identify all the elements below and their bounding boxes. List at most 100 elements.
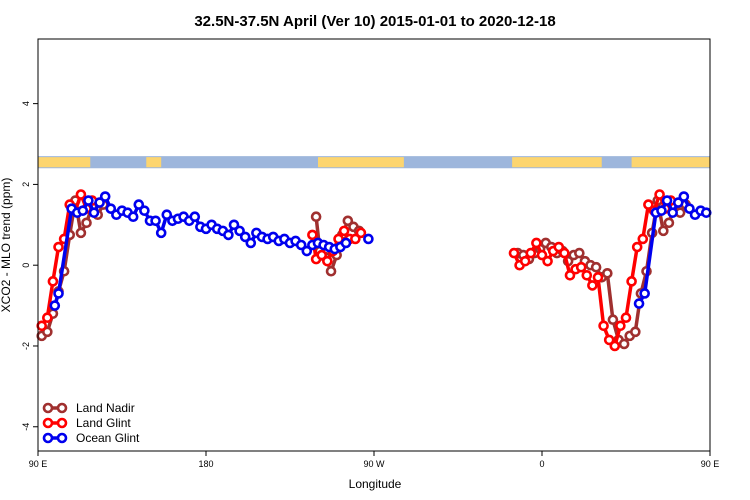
x-tick-label: 90 E (701, 459, 720, 469)
data-point-ocean-glint (228, 219, 240, 231)
data-point-ocean-glint (678, 191, 690, 202)
plot-frame (37, 38, 711, 452)
data-point-land-glint (620, 312, 632, 324)
y-axis-ticks: -4 -2 0 2 4 (21, 101, 38, 431)
data-point-ocean-glint (633, 298, 645, 309)
data-point-ocean-glint (672, 197, 684, 208)
data-point-land-glint (603, 334, 615, 346)
data-point-land-glint (587, 280, 598, 291)
data-point-land-glint (542, 255, 553, 267)
data-point-ocean-glint (161, 209, 173, 221)
legend-label: Land Nadir (76, 401, 135, 415)
data-point-ocean-glint (49, 300, 61, 311)
land-band-segment (512, 157, 602, 168)
data-point-land-nadir (81, 217, 92, 229)
legend-swatch-marker (42, 402, 54, 414)
data-point-land-glint (47, 276, 59, 287)
data-point-land-nadir (607, 314, 619, 326)
data-point-ocean-glint (99, 191, 111, 202)
legend-item-ocean-glint: Ocean Glint (42, 431, 140, 445)
legend-swatch-marker (56, 402, 68, 414)
data-point-land-glint (631, 241, 643, 253)
data-point-land-nadir (663, 217, 675, 229)
x-tick-label: 90 E (29, 459, 48, 469)
data-point-land-glint (575, 261, 587, 273)
data-point-ocean-glint (667, 207, 678, 218)
data-point-land-glint (592, 272, 604, 283)
data-point-land-nadir (618, 338, 630, 350)
y-tick-label: 2 (21, 182, 31, 187)
data-point-land-glint (307, 229, 318, 241)
data-point-land-glint (559, 247, 570, 259)
legend-swatch-marker (56, 432, 68, 444)
data-point-land-glint (338, 225, 350, 237)
data-point-land-glint (519, 255, 531, 267)
data-point-ocean-glint (155, 227, 167, 239)
data-point-ocean-glint (661, 195, 673, 206)
data-point-land-glint (316, 249, 328, 261)
data-point-land-glint (42, 312, 53, 324)
data-point-ocean-glint (139, 205, 150, 216)
data-point-land-glint (598, 320, 609, 332)
data-point-land-glint (322, 255, 333, 267)
legend-label: Land Glint (76, 416, 131, 430)
data-point-ocean-glint (150, 215, 161, 227)
data-point-land-glint (350, 233, 361, 245)
x-tick-label: 0 (539, 459, 544, 469)
data-point-ocean-glint (295, 239, 307, 251)
data-point-ocean-glint (133, 199, 145, 210)
data-point-land-glint (581, 269, 593, 281)
data-point-ocean-glint (53, 288, 64, 299)
data-point-land-nadir (590, 261, 602, 273)
land-band-segment (631, 157, 710, 168)
data-point-ocean-glint (189, 211, 201, 223)
data-point-ocean-glint (656, 205, 667, 216)
data-point-land-glint (75, 189, 87, 200)
data-point-land-glint (508, 247, 520, 259)
legend-swatch-marker (42, 417, 54, 429)
chart-title: 32.5N-37.5N April (Ver 10) 2015-01-01 to… (194, 13, 555, 30)
data-point-land-nadir (310, 211, 322, 223)
data-point-ocean-glint (639, 288, 650, 299)
data-point-land-glint (609, 340, 621, 352)
data-point-land-glint (654, 189, 665, 200)
series-ocean-glint (49, 191, 712, 311)
data-point-ocean-glint (684, 203, 695, 214)
data-point-land-nadir (630, 326, 641, 338)
data-point-land-glint (355, 227, 367, 239)
data-point-ocean-glint (363, 233, 374, 245)
land-band-segment (146, 157, 162, 168)
land-band-segment (38, 157, 91, 168)
x-tick-label: 180 (198, 459, 213, 469)
legend-label: Ocean Glint (76, 431, 140, 445)
legend-swatch-marker (42, 432, 54, 444)
data-point-land-glint (53, 241, 64, 253)
data-point-ocean-glint (83, 195, 94, 206)
data-point-ocean-glint (88, 207, 100, 218)
y-tick-label: 0 (21, 263, 31, 268)
data-point-ocean-glint (127, 211, 139, 223)
data-point-land-nadir (325, 265, 337, 277)
data-point-ocean-glint (223, 229, 234, 241)
data-point-land-glint (564, 269, 576, 281)
data-point-land-nadir (42, 326, 53, 338)
x-axis-ticks: 90 E 180 90 W 0 90 E (29, 451, 720, 469)
data-point-land-glint (615, 320, 626, 332)
data-point-land-glint (626, 276, 637, 287)
land-band-segment (318, 157, 404, 168)
y-tick-label: 4 (21, 101, 31, 106)
data-point-ocean-glint (234, 225, 245, 237)
data-point-land-glint (525, 247, 537, 259)
data-point-land-nadir (658, 225, 669, 237)
land-ocean-band (38, 156, 710, 169)
data-point-land-glint (553, 241, 565, 253)
data-point-land-glint (643, 199, 654, 210)
data-point-ocean-glint (105, 203, 117, 214)
series-layer (36, 189, 712, 352)
data-point-land-glint (637, 233, 649, 245)
data-point-ocean-glint (700, 207, 712, 218)
y-tick-label: -2 (21, 342, 31, 350)
data-point-ocean-glint (239, 231, 251, 243)
